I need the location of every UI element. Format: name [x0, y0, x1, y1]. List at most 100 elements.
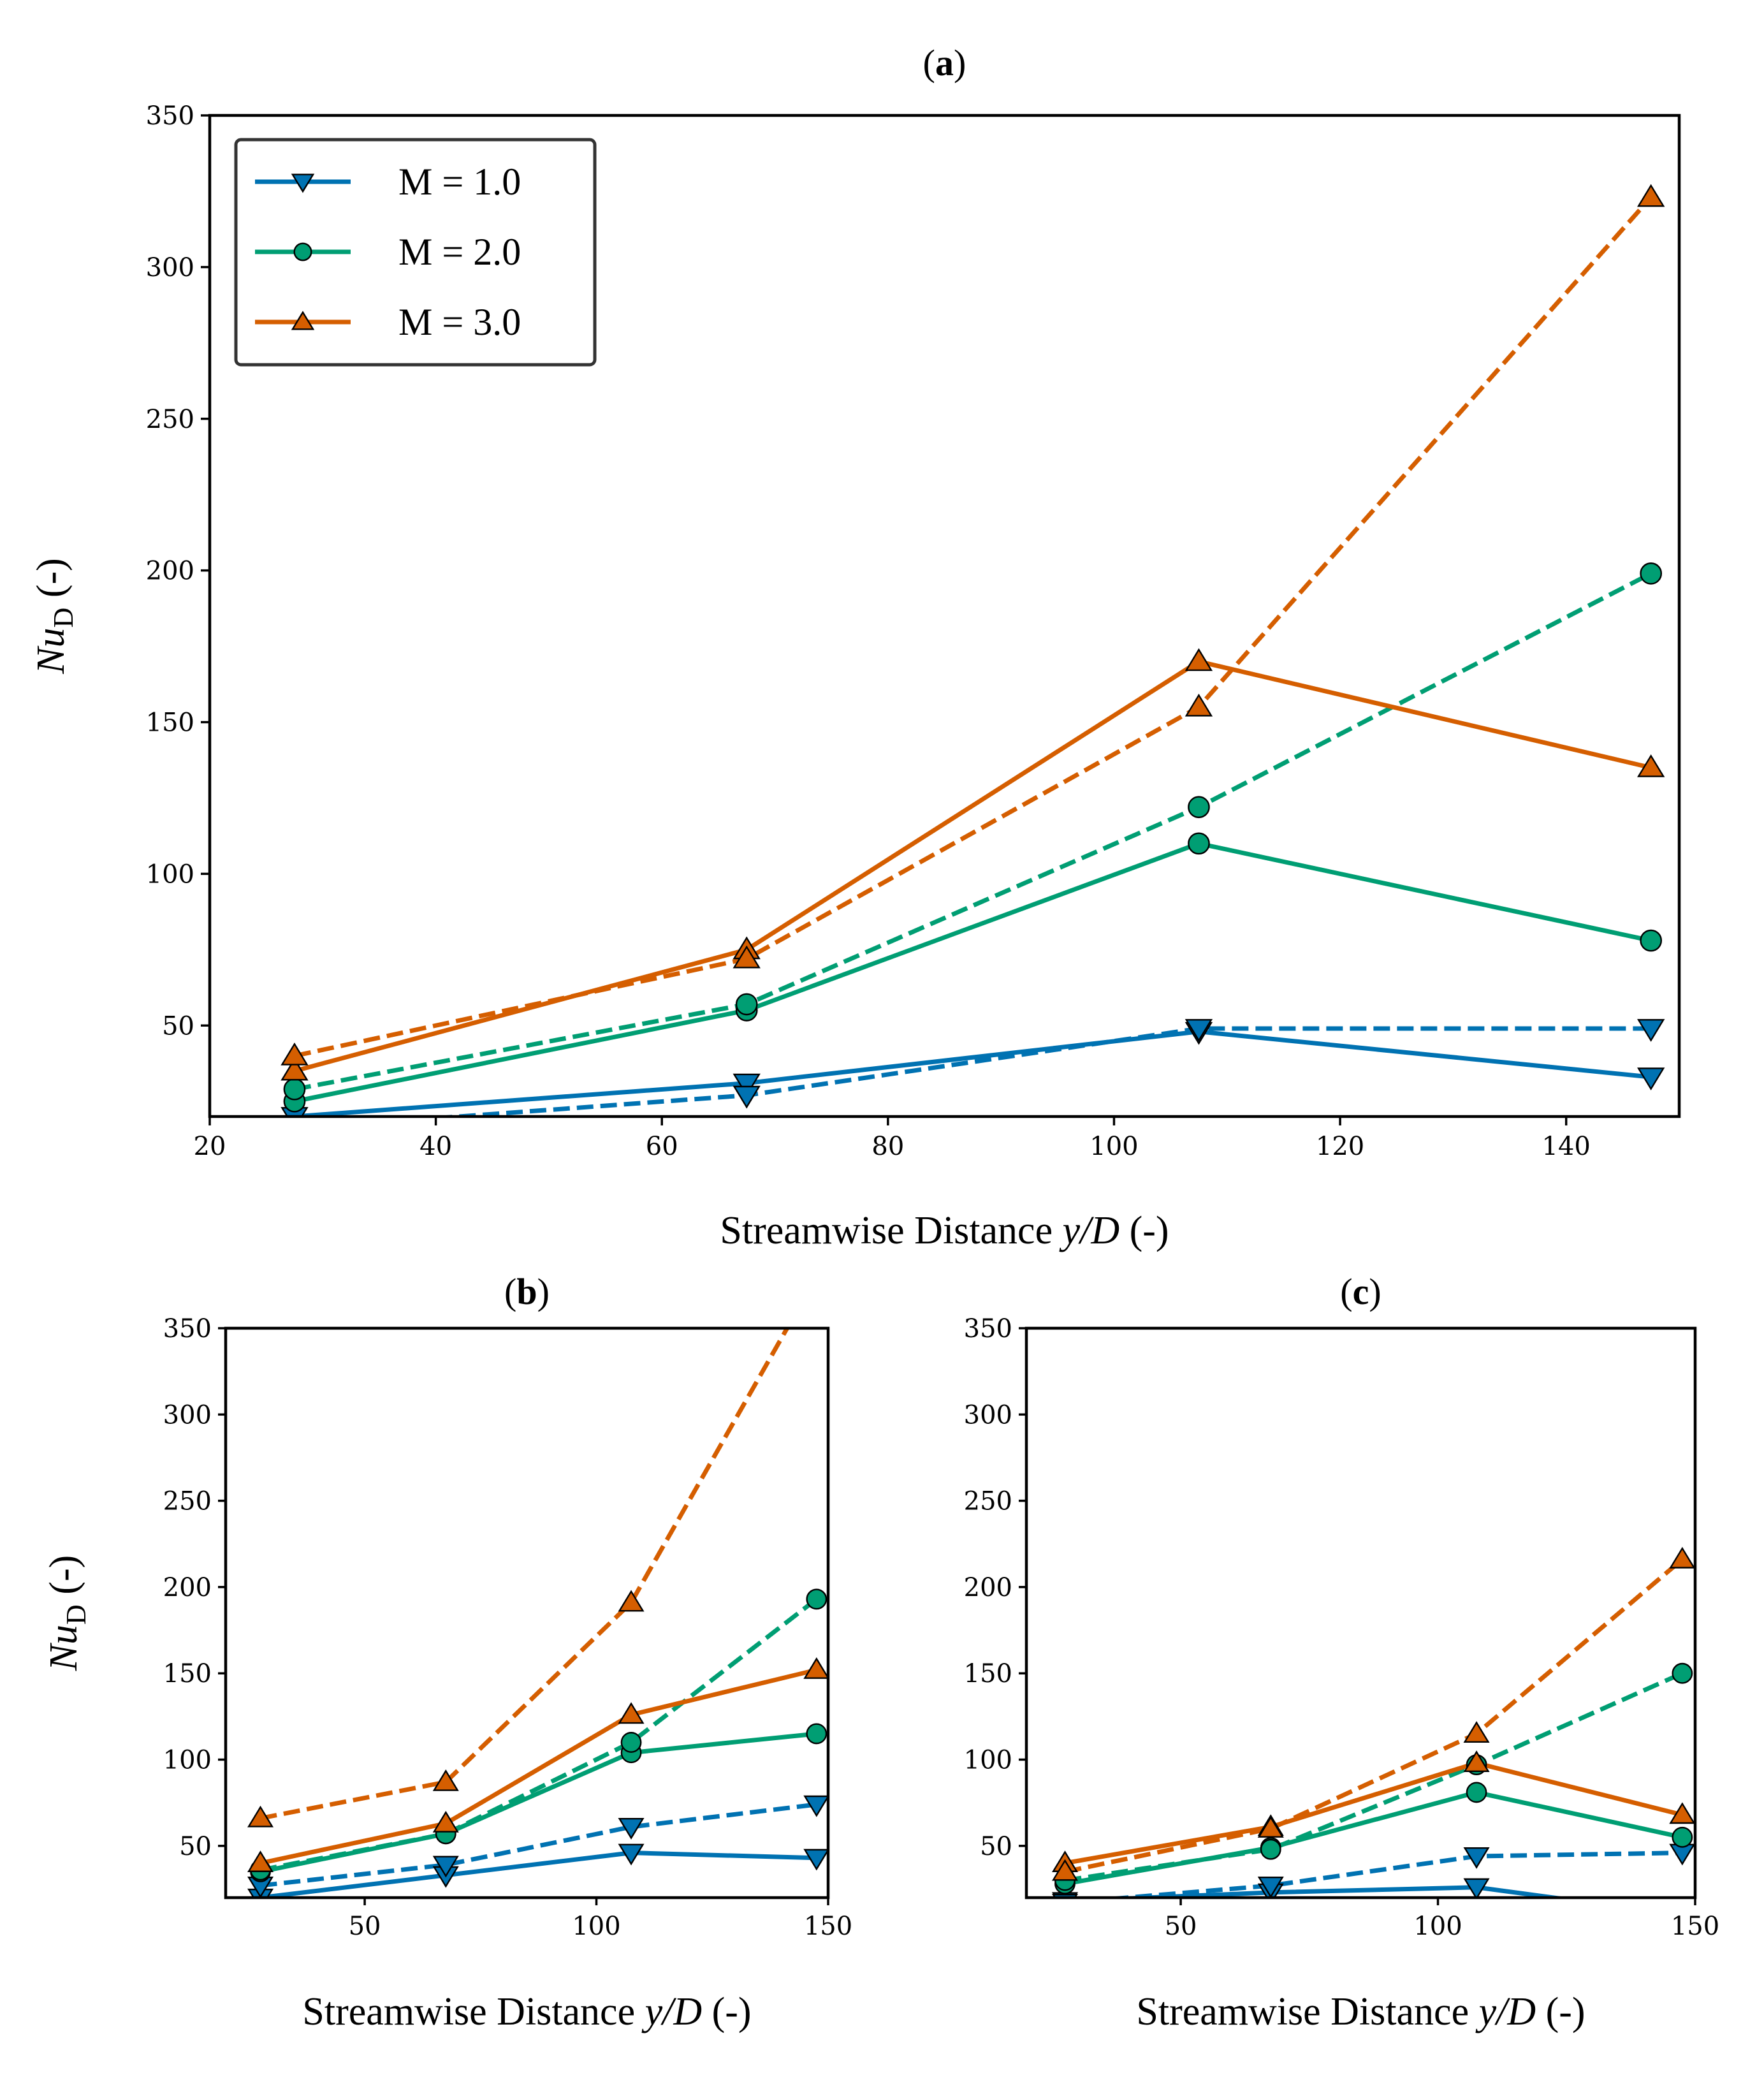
legend-entry-m3: M = 3.0 — [255, 301, 521, 343]
data-point-m3-solid — [281, 1057, 309, 1081]
y-axis-title: NuD (-) — [29, 558, 79, 675]
y-tick-label: 300 — [163, 1400, 212, 1430]
y-tick-label: 350 — [964, 1314, 1012, 1344]
y-tick-label: 300 — [964, 1400, 1012, 1430]
series-line-m3-dashed — [1064, 1557, 1684, 1874]
x-tick-label: 100 — [572, 1912, 620, 1941]
x-tick-label: 60 — [646, 1132, 678, 1161]
legend-label: M = 3.0 — [398, 301, 521, 343]
plot-area — [1051, 1546, 1695, 1898]
data-point-m1-dashed — [803, 1795, 828, 1817]
data-point-m3-solid — [1636, 754, 1665, 777]
x-axis-title: Streamwise Distance y/D (-) — [1136, 1990, 1585, 2033]
y-tick-label: 350 — [146, 101, 194, 131]
legend-entry-m1: M = 1.0 — [255, 161, 521, 203]
data-point-m3-dashed — [618, 1590, 645, 1612]
x-tick-label: 140 — [1542, 1132, 1591, 1161]
data-point-m2-dashed — [1188, 796, 1210, 819]
legend-marker — [293, 242, 312, 261]
series-line-m3-dashed — [259, 1328, 790, 1820]
x-tick-label: 50 — [349, 1912, 381, 1941]
panel-title: (b) — [504, 1271, 550, 1312]
legend-entry-m2: M = 2.0 — [255, 231, 521, 273]
series-line-m3-dashed — [294, 196, 1653, 1058]
legend-marker — [291, 311, 315, 330]
data-point-m3-dashed — [1669, 1546, 1695, 1569]
y-axis-title: NuD (-) — [42, 1555, 92, 1672]
y-tick-label: 50 — [162, 1011, 194, 1041]
data-point-m2-dashed — [620, 1732, 642, 1753]
series-line-m1-dashed — [1100, 1850, 1682, 1898]
data-point-m3-dashed — [1185, 693, 1213, 717]
x-axis-title: Streamwise Distance y/D (-) — [302, 1990, 751, 2033]
data-point-m3-dashed — [1636, 184, 1665, 207]
data-point-m2-dashed — [1260, 1838, 1281, 1860]
legend-box — [234, 138, 597, 367]
data-point-m2-solid — [1466, 1782, 1487, 1803]
data-point-m3-solid — [618, 1702, 645, 1724]
x-tick-label: 40 — [419, 1132, 452, 1161]
data-point-m2-dashed — [1672, 1662, 1693, 1684]
data-point-m3-dashed — [247, 1805, 274, 1828]
data-point-m2-solid — [1640, 929, 1663, 952]
y-tick-label: 100 — [964, 1746, 1012, 1775]
data-point-m1-dashed — [282, 1120, 307, 1140]
axes-frame — [224, 1326, 830, 1900]
panel-title: (c) — [1340, 1271, 1381, 1312]
y-tick-label: 200 — [964, 1573, 1012, 1602]
legend-label: M = 1.0 — [398, 161, 521, 203]
data-point-m1-dashed — [432, 1856, 459, 1878]
legend-label: M = 2.0 — [398, 231, 521, 273]
chart-panel-a: 20 40 60 80 100 120 140 50 100 150 200 250 300 350 (a)… — [29, 42, 1681, 1252]
data-point-m3-solid — [1185, 648, 1213, 671]
y-tick-label: 50 — [980, 1832, 1012, 1861]
data-point-m3-dashed — [432, 1769, 459, 1791]
data-point-m3-solid — [1463, 1750, 1490, 1773]
legend-marker — [291, 173, 315, 193]
x-tick-label: 20 — [194, 1132, 226, 1161]
y-tick-label: 100 — [146, 860, 194, 889]
y-tick-label: 300 — [146, 253, 194, 282]
data-point-m2-solid — [1188, 832, 1210, 855]
chart-panel-b: 50 100 150 50 100 150 200 250 300 350 (b) Streamwis… — [42, 1265, 852, 2033]
data-point-m1-dashed — [1636, 1019, 1665, 1042]
y-tick-label: 50 — [179, 1832, 212, 1861]
data-point-m3-solid — [803, 1657, 828, 1679]
y-tick-label: 250 — [146, 405, 194, 434]
y-tick-label: 150 — [163, 1659, 212, 1688]
series-line-m3-solid — [1064, 1761, 1683, 1866]
data-point-m3-dashed — [805, 1265, 828, 1284]
data-point-m1-dashed — [1463, 1847, 1490, 1869]
data-point-m3-solid — [1669, 1802, 1695, 1824]
plot-area — [281, 184, 1665, 1140]
chart-panel-c: 50 100 150 50 100 150 200 250 300 350 (c) Streamwis… — [964, 1271, 1720, 2033]
y-tick-label: 250 — [163, 1487, 212, 1516]
series-line-m2-dashed — [294, 571, 1652, 1092]
data-point-m2-solid — [1672, 1826, 1693, 1848]
data-point-m2-dashed — [735, 993, 758, 1016]
x-tick-label: 80 — [871, 1132, 904, 1161]
data-point-m2-solid — [806, 1723, 827, 1745]
data-point-m3-dashed — [1051, 1859, 1079, 1881]
series-line-m2-solid — [294, 841, 1652, 1104]
axes-frame — [1024, 1326, 1697, 1900]
data-point-m3-dashed — [1463, 1721, 1490, 1743]
data-point-m1-dashed — [733, 1085, 761, 1109]
series-line-m2-dashed — [1064, 1671, 1684, 1883]
y-tick-label: 250 — [964, 1487, 1012, 1516]
x-tick-label: 150 — [804, 1912, 852, 1941]
data-point-m2-dashed — [1640, 562, 1663, 585]
y-tick-label: 150 — [146, 708, 194, 738]
series-line-m3-solid — [259, 1667, 817, 1866]
series-line-m1-solid — [1094, 1885, 1571, 1898]
plot-area — [247, 1265, 828, 1898]
series-line-m2-dashed — [259, 1597, 818, 1873]
data-point-m1-solid — [618, 1843, 645, 1866]
data-point-m1-dashed — [1257, 1876, 1284, 1898]
x-tick-label: 100 — [1090, 1132, 1138, 1161]
y-tick-label: 100 — [163, 1746, 212, 1775]
data-point-m3-dashed — [733, 945, 761, 969]
data-point-m3-solid — [432, 1810, 459, 1833]
data-point-m1-solid — [733, 1073, 761, 1097]
